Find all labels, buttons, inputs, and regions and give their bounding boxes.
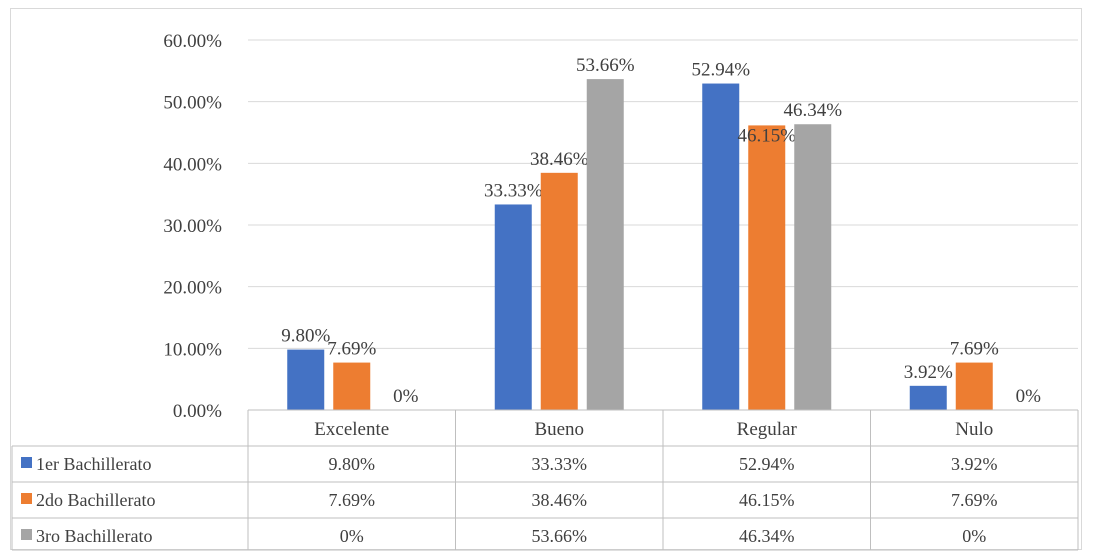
data-label: 46.15% bbox=[737, 125, 796, 146]
legend-key bbox=[21, 529, 32, 540]
legend-label: 1er Bachillerato bbox=[36, 454, 151, 474]
bar bbox=[586, 79, 624, 410]
legend-key bbox=[21, 457, 32, 468]
bar bbox=[494, 204, 532, 410]
y-tick-label: 30.00% bbox=[163, 216, 222, 237]
table-cell: 46.15% bbox=[739, 490, 795, 510]
y-tick-label: 0.00% bbox=[173, 401, 222, 422]
x-category-label: Bueno bbox=[534, 419, 584, 440]
bar bbox=[540, 172, 578, 410]
y-tick-label: 50.00% bbox=[163, 93, 222, 114]
data-label: 38.46% bbox=[530, 149, 589, 170]
data-label: 0% bbox=[1016, 386, 1042, 407]
bar bbox=[909, 385, 947, 410]
x-category-label: Excelente bbox=[314, 419, 389, 440]
bar bbox=[333, 362, 371, 410]
table-cell: 7.69% bbox=[329, 490, 376, 510]
table-cell: 38.46% bbox=[532, 490, 588, 510]
data-label: 3.92% bbox=[904, 362, 953, 383]
bar bbox=[702, 83, 740, 410]
bar bbox=[287, 349, 325, 410]
table-cell: 53.66% bbox=[532, 526, 588, 546]
data-label: 0% bbox=[393, 386, 419, 407]
data-label: 7.69% bbox=[327, 339, 376, 360]
x-category-label: Nulo bbox=[955, 419, 993, 440]
y-tick-label: 20.00% bbox=[163, 278, 222, 299]
y-tick-label: 10.00% bbox=[163, 339, 222, 360]
data-label: 46.34% bbox=[783, 100, 842, 121]
data-label: 52.94% bbox=[691, 60, 750, 81]
table-cell: 0% bbox=[962, 526, 986, 546]
legend-key bbox=[21, 493, 32, 504]
table-cell: 46.34% bbox=[739, 526, 795, 546]
data-label: 9.80% bbox=[281, 326, 330, 347]
table-cell: 33.33% bbox=[532, 454, 588, 474]
x-category-label: Regular bbox=[737, 419, 798, 440]
bar bbox=[748, 125, 786, 411]
table-cell: 0% bbox=[340, 526, 364, 546]
bar bbox=[955, 362, 993, 410]
data-label: 7.69% bbox=[950, 339, 999, 360]
table-cell: 52.94% bbox=[739, 454, 795, 474]
data-label: 33.33% bbox=[484, 180, 543, 201]
table-cell: 7.69% bbox=[951, 490, 998, 510]
bar bbox=[794, 124, 832, 410]
legend-label: 2do Bachillerato bbox=[36, 490, 155, 510]
y-tick-label: 60.00% bbox=[163, 31, 222, 52]
table-cell: 9.80% bbox=[329, 454, 376, 474]
data-label: 53.66% bbox=[576, 55, 635, 76]
table-cell: 3.92% bbox=[951, 454, 998, 474]
legend-label: 3ro Bachillerato bbox=[36, 526, 152, 546]
y-tick-label: 40.00% bbox=[163, 154, 222, 175]
